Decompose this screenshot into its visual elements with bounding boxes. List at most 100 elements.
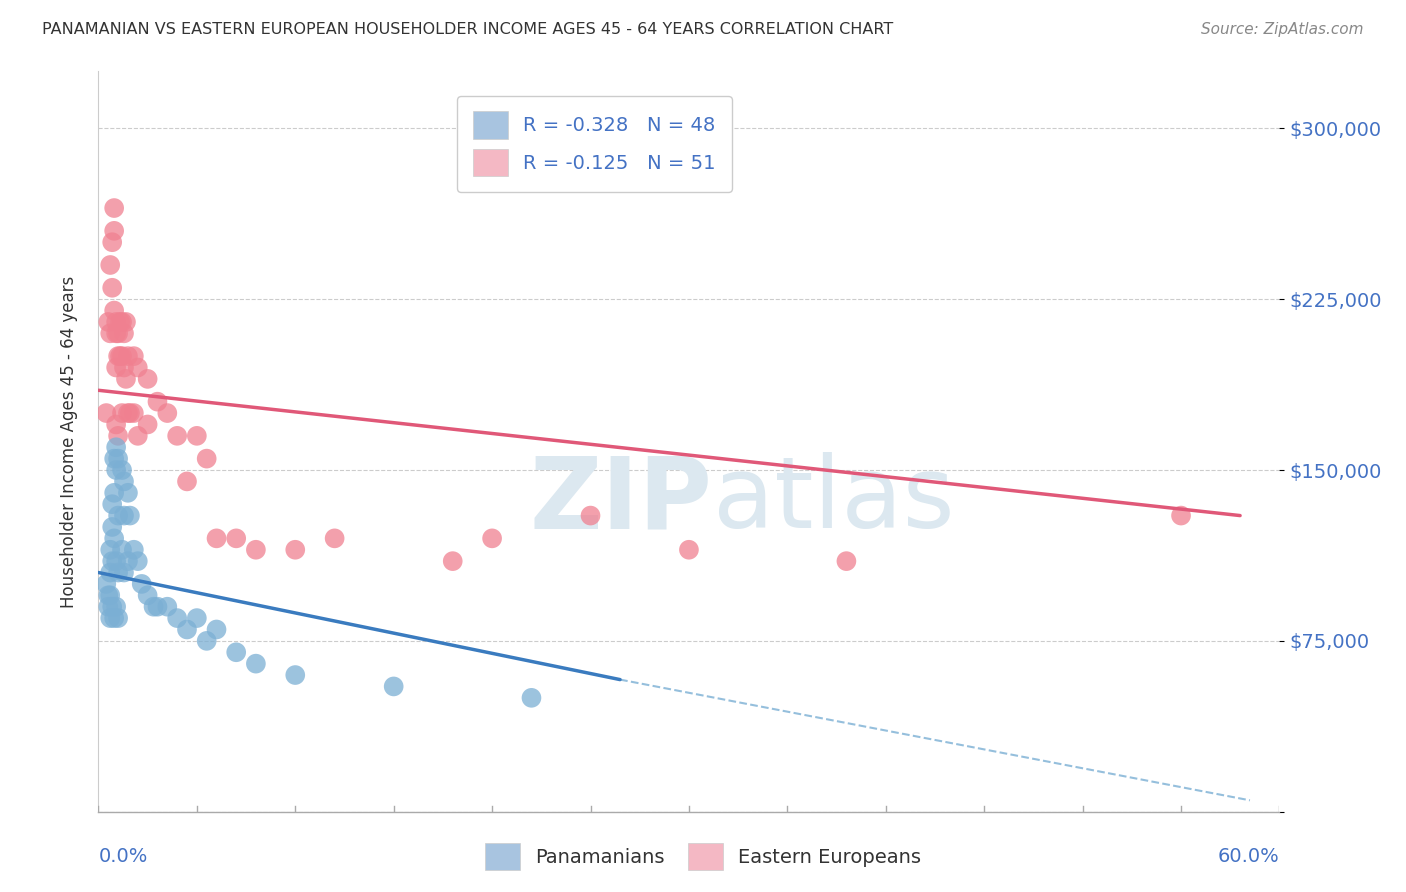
- Point: [112, 326, 135, 341]
- Point: [122, 542, 145, 557]
- Text: atlas: atlas: [713, 452, 955, 549]
- Point: [103, 224, 125, 238]
- Point: [111, 406, 134, 420]
- Point: [96, 577, 118, 591]
- Point: [107, 508, 129, 523]
- Point: [136, 417, 159, 432]
- Text: 0.0%: 0.0%: [98, 847, 148, 866]
- Point: [111, 315, 134, 329]
- Point: [186, 611, 208, 625]
- Point: [284, 668, 307, 682]
- Point: [117, 485, 139, 500]
- Point: [107, 429, 129, 443]
- Point: [118, 508, 141, 523]
- Point: [98, 326, 121, 341]
- Point: [101, 497, 124, 511]
- Point: [112, 360, 135, 375]
- Point: [205, 623, 228, 637]
- Text: Source: ZipAtlas.com: Source: ZipAtlas.com: [1201, 22, 1364, 37]
- Point: [101, 520, 124, 534]
- Point: [122, 349, 145, 363]
- Point: [111, 349, 134, 363]
- Point: [105, 360, 128, 375]
- Point: [97, 588, 120, 602]
- Point: [382, 680, 405, 694]
- Point: [103, 303, 125, 318]
- Point: [105, 315, 128, 329]
- Point: [481, 532, 503, 546]
- Point: [176, 623, 198, 637]
- Point: [156, 599, 179, 614]
- Point: [105, 326, 128, 341]
- Point: [101, 599, 124, 614]
- Point: [146, 599, 169, 614]
- Point: [186, 429, 208, 443]
- Point: [112, 508, 135, 523]
- Point: [101, 235, 124, 250]
- Text: ZIP: ZIP: [530, 452, 713, 549]
- Point: [117, 406, 139, 420]
- Text: 60.0%: 60.0%: [1218, 847, 1279, 866]
- Point: [101, 281, 124, 295]
- Point: [142, 599, 165, 614]
- Point: [176, 475, 198, 489]
- Point: [105, 463, 128, 477]
- Point: [111, 542, 134, 557]
- Point: [101, 554, 124, 568]
- Point: [127, 360, 149, 375]
- Point: [1170, 508, 1192, 523]
- Point: [105, 554, 128, 568]
- Point: [156, 406, 179, 420]
- Point: [131, 577, 153, 591]
- Point: [195, 451, 218, 466]
- Point: [108, 349, 131, 363]
- Point: [284, 542, 307, 557]
- Point: [118, 406, 141, 420]
- Point: [107, 611, 129, 625]
- Point: [107, 326, 129, 341]
- Point: [441, 554, 464, 568]
- Point: [96, 406, 118, 420]
- Point: [103, 485, 125, 500]
- Point: [117, 554, 139, 568]
- Point: [98, 588, 121, 602]
- Point: [520, 690, 543, 705]
- Point: [98, 258, 121, 272]
- Point: [107, 566, 129, 580]
- Point: [98, 566, 121, 580]
- Point: [108, 315, 131, 329]
- Text: Householder Income Ages 45 - 64 years: Householder Income Ages 45 - 64 years: [60, 276, 77, 607]
- Point: [136, 588, 159, 602]
- Point: [205, 532, 228, 546]
- Point: [117, 349, 139, 363]
- Point: [112, 566, 135, 580]
- Point: [579, 508, 602, 523]
- Point: [245, 542, 267, 557]
- Point: [107, 349, 129, 363]
- Point: [323, 532, 346, 546]
- Point: [225, 532, 247, 546]
- Point: [122, 406, 145, 420]
- Point: [103, 201, 125, 215]
- Point: [105, 417, 128, 432]
- Point: [115, 372, 138, 386]
- Point: [105, 440, 128, 454]
- Point: [127, 554, 149, 568]
- Point: [245, 657, 267, 671]
- Point: [98, 611, 121, 625]
- Point: [136, 372, 159, 386]
- Point: [166, 429, 188, 443]
- Point: [112, 475, 135, 489]
- Point: [225, 645, 247, 659]
- Point: [111, 463, 134, 477]
- Point: [146, 394, 169, 409]
- Point: [166, 611, 188, 625]
- Point: [103, 532, 125, 546]
- Legend: Panamanians, Eastern Europeans: Panamanians, Eastern Europeans: [477, 835, 929, 878]
- Point: [103, 451, 125, 466]
- Point: [97, 599, 120, 614]
- Point: [835, 554, 858, 568]
- Point: [98, 542, 121, 557]
- Point: [103, 611, 125, 625]
- Legend: R = -0.328   N = 48, R = -0.125   N = 51: R = -0.328 N = 48, R = -0.125 N = 51: [457, 95, 731, 192]
